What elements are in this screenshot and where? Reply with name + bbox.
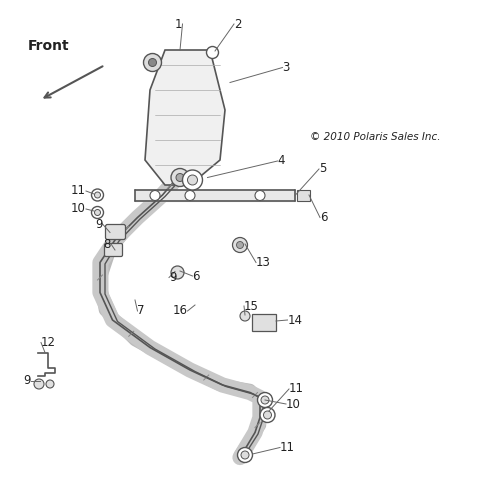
Circle shape <box>206 46 218 58</box>
Text: 10: 10 <box>71 202 86 215</box>
Circle shape <box>171 168 189 186</box>
Text: 11: 11 <box>71 184 86 198</box>
Text: 9: 9 <box>95 218 102 230</box>
Text: 15: 15 <box>244 300 259 312</box>
Text: © 2010 Polaris Sales Inc.: © 2010 Polaris Sales Inc. <box>310 132 440 142</box>
Circle shape <box>258 392 272 407</box>
Circle shape <box>94 192 100 198</box>
Text: 3: 3 <box>282 61 290 74</box>
Text: 7: 7 <box>138 304 145 318</box>
Text: 10: 10 <box>286 398 301 410</box>
Circle shape <box>188 175 198 185</box>
Text: 8: 8 <box>104 238 111 250</box>
Text: 9: 9 <box>169 271 176 284</box>
Text: Front: Front <box>28 39 69 53</box>
Circle shape <box>94 210 100 216</box>
Circle shape <box>185 190 195 200</box>
Circle shape <box>148 58 156 66</box>
Circle shape <box>46 380 54 388</box>
FancyBboxPatch shape <box>106 224 126 240</box>
Circle shape <box>241 451 249 459</box>
Circle shape <box>171 266 184 279</box>
Polygon shape <box>145 50 225 185</box>
Circle shape <box>236 242 244 248</box>
Circle shape <box>144 54 162 72</box>
FancyBboxPatch shape <box>296 190 310 201</box>
FancyBboxPatch shape <box>252 314 276 331</box>
Circle shape <box>34 379 44 389</box>
Circle shape <box>232 238 248 252</box>
Text: 11: 11 <box>280 441 295 454</box>
Circle shape <box>150 190 160 200</box>
Circle shape <box>260 408 275 422</box>
Text: 11: 11 <box>289 382 304 396</box>
Text: 4: 4 <box>278 154 285 168</box>
Text: 16: 16 <box>172 304 188 318</box>
Text: 1: 1 <box>175 18 182 30</box>
Circle shape <box>261 396 269 404</box>
Circle shape <box>264 411 272 419</box>
Circle shape <box>92 206 104 218</box>
Circle shape <box>176 174 184 182</box>
Circle shape <box>255 190 265 200</box>
Text: 6: 6 <box>192 270 200 282</box>
Circle shape <box>240 311 250 321</box>
Circle shape <box>92 189 104 201</box>
Circle shape <box>182 170 203 190</box>
Text: 9: 9 <box>24 374 31 388</box>
Text: 13: 13 <box>256 256 271 269</box>
Text: 2: 2 <box>234 18 241 30</box>
Text: 6: 6 <box>320 211 328 224</box>
Text: 12: 12 <box>41 336 56 349</box>
Text: 14: 14 <box>288 314 302 326</box>
Circle shape <box>238 448 252 462</box>
Text: 5: 5 <box>319 162 326 175</box>
FancyBboxPatch shape <box>104 244 122 256</box>
